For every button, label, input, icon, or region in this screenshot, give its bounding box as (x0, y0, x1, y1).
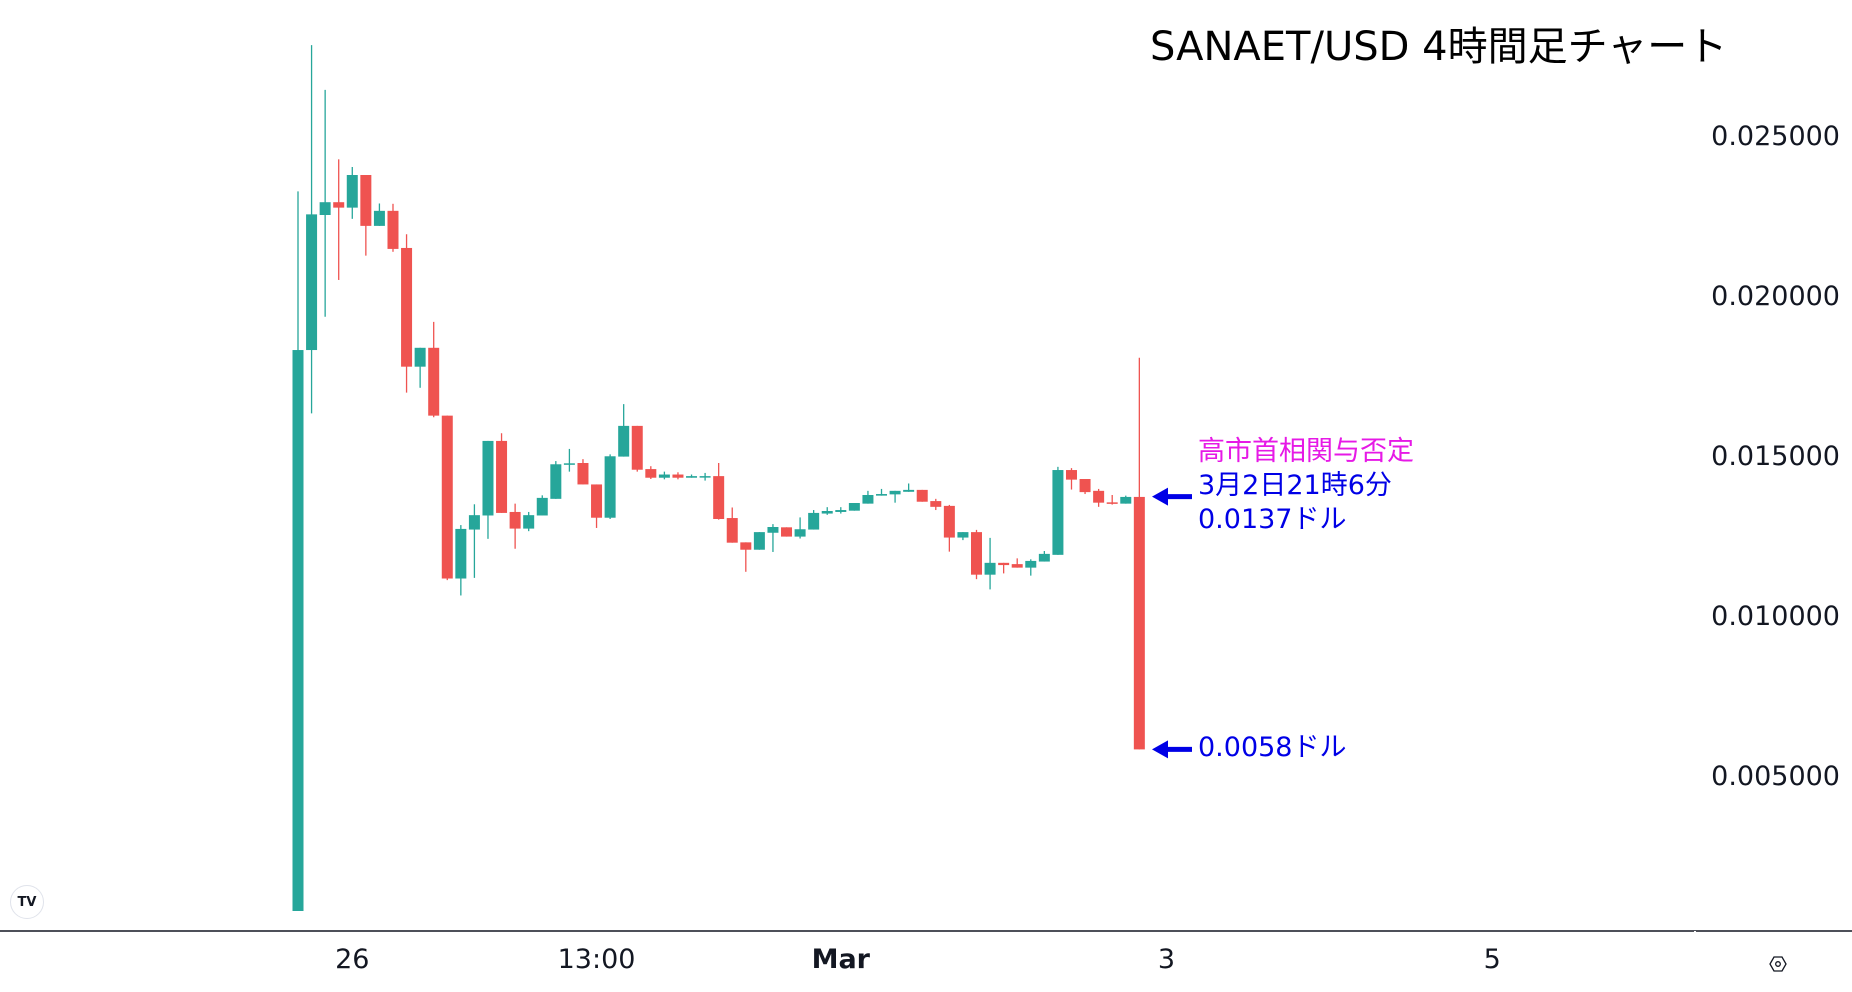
annotation-low: 0.0058ドル (1198, 731, 1346, 765)
candle-body (1133, 496, 1145, 750)
annotation-news: 高市首相関与否定 3月2日21時6分 0.0137ドル (1198, 435, 1414, 537)
time-tick-label: 5 (1484, 944, 1501, 975)
candle-body (862, 495, 874, 504)
annotation-line: 0.0058ドル (1198, 732, 1347, 764)
candle-body (1052, 470, 1064, 555)
candle-body (373, 210, 385, 226)
candle-body (998, 562, 1010, 566)
candle-body (618, 425, 630, 457)
candle-body (658, 474, 670, 478)
price-tick-label: 0.010000 (1711, 601, 1840, 632)
candle-body (943, 505, 955, 538)
candle-body (794, 529, 806, 537)
candle-body (1025, 560, 1037, 568)
candle-body (360, 175, 372, 226)
candle-body (591, 484, 603, 518)
candle-body (1079, 479, 1091, 493)
candle-body (726, 518, 738, 543)
candle-body (536, 497, 548, 516)
candle-body (957, 532, 969, 538)
candle-body (821, 511, 833, 514)
candle-body (672, 474, 684, 478)
candle-body (808, 512, 820, 530)
candle-body (686, 476, 698, 478)
candle-body (468, 515, 480, 530)
candle-body (387, 210, 399, 249)
annotation-headline: 高市首相関与否定 (1198, 435, 1414, 467)
price-tick-label: 0.005000 (1711, 761, 1840, 792)
candle-body (1011, 564, 1023, 568)
candle-body (753, 532, 765, 550)
arrow-head (1152, 740, 1168, 759)
candle-body (401, 247, 413, 367)
candle-body (333, 202, 345, 208)
candle-body (509, 511, 521, 529)
candle-body (306, 214, 318, 351)
candle-body (550, 464, 562, 499)
price-tick-label: 0.015000 (1711, 441, 1840, 472)
price-tick-label: 0.025000 (1711, 121, 1840, 152)
candle-body (496, 440, 508, 513)
candle-body (767, 527, 779, 533)
candle-body (984, 562, 996, 575)
candle-body (916, 489, 928, 502)
candle-body (835, 510, 847, 512)
candle-body (930, 501, 942, 507)
candle-body (645, 469, 657, 478)
candle-body (346, 175, 358, 208)
candle-body (1120, 496, 1132, 504)
candle-body (577, 463, 589, 485)
candle-body (523, 515, 535, 529)
candle-body (889, 490, 901, 495)
candle-body (441, 415, 453, 579)
candle-body (971, 532, 982, 575)
arrow-head (1152, 487, 1168, 506)
candle-body (604, 456, 616, 518)
candle-body (740, 542, 752, 550)
time-tick-label: Mar (812, 944, 871, 975)
candle-body (1065, 470, 1077, 480)
candle-body (428, 347, 440, 416)
candle-body (699, 476, 711, 478)
candle-body (414, 347, 426, 367)
candle-body (292, 350, 304, 911)
candle-body (903, 489, 915, 492)
tradingview-logo-icon[interactable]: TVTV (10, 885, 44, 919)
time-tick-label: 3 (1158, 944, 1175, 975)
chart-title: SANAET/USD 4時間足チャート (1150, 24, 1728, 70)
candle-body (482, 440, 494, 516)
settings-hex-icon[interactable] (1769, 955, 1787, 977)
time-tick-label: 13:00 (558, 944, 636, 975)
annotation-line: 0.0137ドル (1198, 503, 1347, 535)
candle-body (781, 527, 793, 537)
candle-body (876, 494, 888, 496)
candle-body (1106, 502, 1118, 504)
candle-body (631, 425, 643, 470)
annotation-line: 3月2日21時6分 (1198, 469, 1392, 501)
time-tick-label: 26 (335, 944, 369, 975)
candle-body (563, 463, 575, 465)
candle-body (319, 202, 331, 215)
candle-body (455, 528, 467, 579)
candle-body (848, 503, 860, 511)
price-tick-label: 0.020000 (1711, 281, 1840, 312)
candle-body (1093, 490, 1105, 503)
candle-body (713, 476, 725, 519)
candle-body (1038, 553, 1050, 562)
